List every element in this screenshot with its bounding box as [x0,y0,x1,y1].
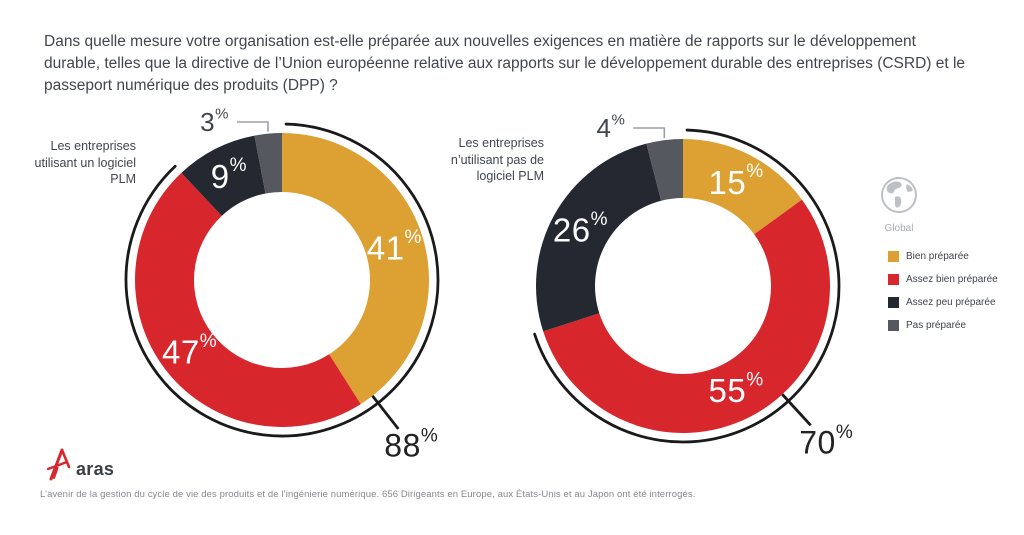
source-footnote: L’avenir de la gestion du cycle de vie d… [40,489,696,500]
chart-group-label-non-plm-users: Les entreprises n’utilisant pas de logic… [426,135,544,185]
aras-logo-text: aras [76,459,115,479]
donut-segment [181,135,266,216]
prepared-total-label: 70% [799,422,853,461]
globe-icon [881,177,917,213]
small-segment-value-label: 3% [200,105,229,137]
aras-logo-mark-icon [46,448,71,481]
segment-value-label: 15% [709,161,764,201]
question-title: Dans quelle mesure votre organisation es… [44,33,966,94]
prepared-total-label: 88% [384,425,438,464]
donut-segment [135,172,361,427]
donut-segment [646,139,683,201]
legend-label: Assez bien préparée [906,274,998,285]
chart-group-label-line: utilisant un logiciel [34,155,136,170]
segment-value-label: 26% [553,209,608,249]
legend-swatch [888,320,899,331]
prepared-total-pointer [371,394,400,430]
small-segment-callout-line [633,127,666,139]
segment-value-label: 41% [367,226,422,266]
legend-item: Pas préparée [888,320,998,331]
donut-segment [254,133,282,194]
legend-label: Pas préparée [906,320,967,331]
chart-group-label-line: Les entreprises [458,136,544,150]
prepared-total-arc [533,128,841,444]
legend-swatch [888,251,899,262]
chart-group-label-line: n’utilisant pas de [450,152,544,167]
small-segment-callout-line [236,121,269,132]
legend-item: Assez peu préparée [888,297,998,308]
chart-group-label-line: PLM [110,172,136,186]
legend-item: Bien préparée [888,251,998,262]
prepared-total-pointer [781,393,812,427]
legend-item: Assez bien préparée [888,274,998,285]
region-indicator: Global [876,174,922,234]
donut-segment [543,199,830,433]
legend-label: Bien préparée [906,251,969,262]
prepared-total-arc [124,122,440,438]
donut-segment [282,133,429,405]
chart-group-label-line: logiciel PLM [476,169,544,183]
legend-swatch [888,274,899,285]
legend-swatch [888,297,899,308]
donut-chart-non-plm-users: 70% 15% 55% 26% 4% [533,111,853,461]
segment-value-label: 9% [211,155,247,195]
donut-segment [683,139,802,235]
segment-value-label: 47% [162,331,217,371]
aras-logo: aras [46,447,114,481]
small-segment-value-label: 4% [597,111,626,143]
chart-group-label-line: Les entreprises [50,139,136,153]
donut-segment [536,143,662,332]
legend-label: Assez peu préparée [906,297,996,308]
segment-value-label: 55% [709,369,764,409]
donut-chart-plm-users: 88% 41% 47% 9% 3% [124,105,440,464]
region-label: Global [884,223,914,234]
chart-group-label-plm-users: Les entreprises utilisant un logiciel PL… [18,138,136,188]
legend: Bien préparée Assez bien préparée Assez pe… [888,251,998,343]
